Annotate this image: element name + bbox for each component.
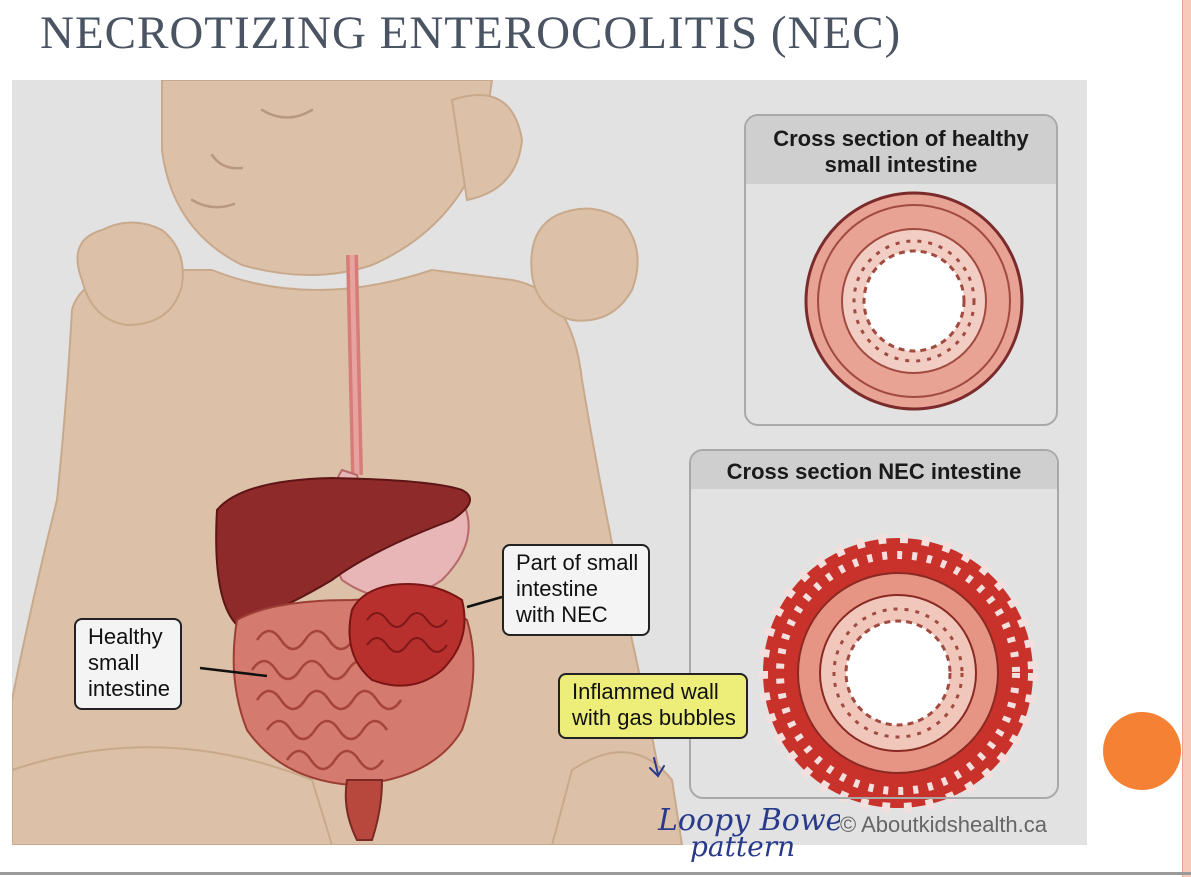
right-edge-bar (1183, 0, 1191, 877)
callout-line: Part of small (516, 550, 639, 575)
slide-title: NECROTIZING ENTEROCOLITIS (NEC) (40, 7, 902, 59)
callout-line: Healthy (88, 624, 163, 649)
callout-line: small (88, 650, 140, 675)
callout-line: with NEC (516, 602, 608, 627)
nec-cross-section (758, 533, 1038, 813)
healthy-cross-section (804, 191, 1024, 411)
healthy-cross-section-panel: Cross section of healthy small intestine (744, 114, 1058, 426)
nec-panel-title: Cross section NEC intestine (691, 451, 1057, 489)
callout-line: Inflammed wall (572, 679, 719, 704)
image-credit: © Aboutkidshealth.ca (840, 812, 1048, 837)
nec-cross-section-panel: Cross section NEC intestine (689, 449, 1059, 799)
bottom-divider (0, 872, 1191, 875)
callout-line: with gas bubbles (572, 705, 736, 730)
healthy-panel-title: Cross section of healthy small intestine (746, 116, 1056, 184)
callout-line: intestine (88, 676, 170, 701)
callout-part-with-nec: Part of small intestine with NEC (502, 544, 651, 636)
handwritten-note: Loopy Bowel pattern (649, 757, 840, 863)
decorative-orange-circle (1103, 712, 1181, 790)
callout-line: intestine (516, 576, 598, 601)
callout-healthy-small-intestine: Healthy small intestine (74, 618, 182, 710)
handwritten-note-line: pattern (690, 830, 795, 863)
nec-illustration: Cross section of healthy small intestine… (12, 80, 1087, 845)
callout-inflamed-wall: Inflammed wall with gas bubbles (558, 673, 748, 739)
handwritten-note-line: Loopy Bowel (657, 803, 840, 838)
baby-anatomy-drawing (12, 80, 1038, 845)
